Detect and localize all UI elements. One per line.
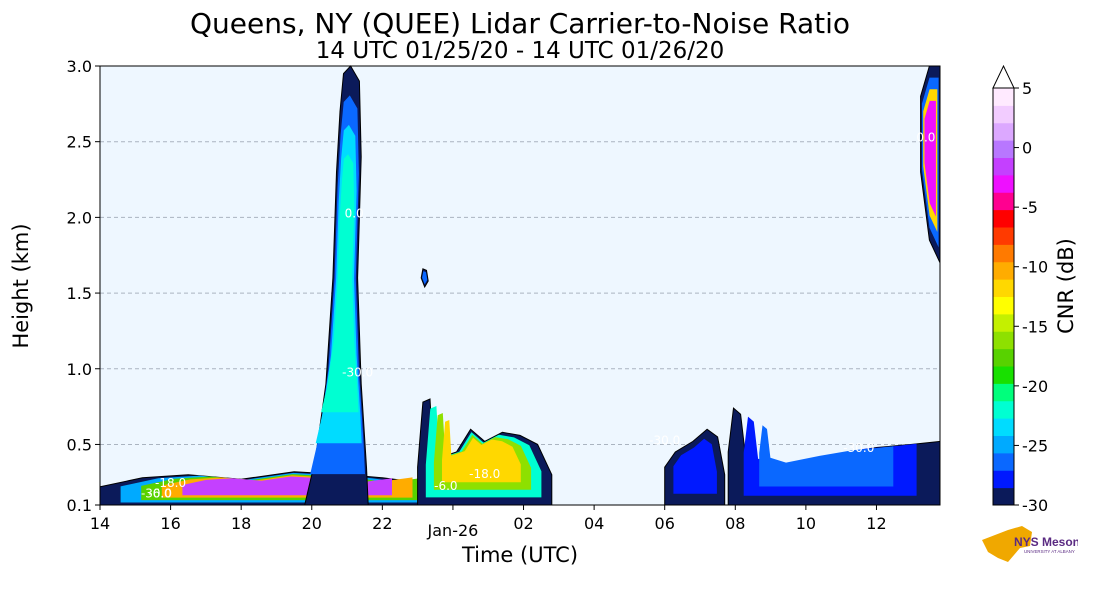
x-tick-label: 14 xyxy=(90,514,110,533)
colorbar-swatch xyxy=(993,331,1014,350)
colorbar-swatch xyxy=(993,192,1014,211)
x-tick-label: 02 xyxy=(513,514,533,533)
y-tick-label: 3.0 xyxy=(67,57,92,76)
colorbar-frame xyxy=(992,87,1015,506)
cnr-region-blob xyxy=(422,271,428,285)
x-tick-label: 16 xyxy=(160,514,180,533)
chart-subtitle: 14 UTC 01/25/20 - 14 UTC 01/26/20 xyxy=(316,38,725,64)
colorbar-swatch xyxy=(993,435,1014,454)
colorbar-swatch xyxy=(993,140,1014,158)
colorbar-swatch xyxy=(993,279,1014,297)
x-tick-label: 20 xyxy=(302,514,322,533)
contour-label: 0.0 xyxy=(345,206,364,220)
y-tick-label: 2.5 xyxy=(67,133,92,152)
cnr-region-upper-right xyxy=(924,100,936,217)
colorbar-swatch xyxy=(993,105,1014,124)
cnr-region-cloud-a xyxy=(442,420,521,483)
plot-frame xyxy=(99,65,941,506)
x-tick-label: 18 xyxy=(231,514,251,533)
colorbar-swatch xyxy=(993,313,1014,332)
logo-subtext: UNIVERSITY AT ALBANY xyxy=(1024,549,1075,554)
y-axis-label: Height (km) xyxy=(9,223,33,348)
colorbar-extend-arrow xyxy=(992,64,1015,89)
colorbar-swatch xyxy=(993,244,1014,263)
colorbar-tick-label: -20 xyxy=(1022,377,1048,396)
x-tick-label: Jan-26 xyxy=(427,521,479,540)
colorbar-label: CNR (dB) xyxy=(1054,238,1078,334)
colorbar-tick-label: -30 xyxy=(1022,496,1048,515)
x-tick-label: 06 xyxy=(655,514,675,533)
y-tick-label: 1.5 xyxy=(67,284,92,303)
x-tick-label: 10 xyxy=(796,514,816,533)
contour-label: -30.0 xyxy=(649,433,680,447)
colorbar-tick-label: 5 xyxy=(1022,79,1032,98)
x-tick-label: 22 xyxy=(372,514,392,533)
colorbar-swatch xyxy=(993,452,1014,471)
x-tick-label: 08 xyxy=(725,514,745,533)
plot-area: -30.0-18.0-6.00.0-30.0-30.0-30.0-18.0-6.… xyxy=(67,57,941,540)
colorbar-swatch xyxy=(993,296,1014,315)
x-tick-label: 04 xyxy=(584,514,604,533)
colorbar-tick-label: -5 xyxy=(1022,198,1038,217)
colorbar-swatch xyxy=(993,470,1014,489)
contour-label: -18.0 xyxy=(155,476,186,490)
colorbar-swatch xyxy=(993,157,1014,176)
contour-label: -6.0 xyxy=(434,479,457,493)
y-tick-label: 0.1 xyxy=(67,496,92,515)
contour-label: -30.0 xyxy=(342,365,373,379)
contour-label: -18.0 xyxy=(469,467,500,481)
y-tick-label: 2.0 xyxy=(67,208,92,227)
contour-label: 0.0 xyxy=(916,131,935,145)
colorbar-swatch xyxy=(993,383,1014,402)
logo-text: NYS Mesonet xyxy=(1014,535,1078,549)
x-axis-label: Time (UTC) xyxy=(461,543,578,567)
y-tick-label: 1.0 xyxy=(67,360,92,379)
colorbar-swatch xyxy=(993,418,1014,436)
colorbar-swatch xyxy=(993,348,1014,367)
colorbar-swatch xyxy=(993,366,1014,384)
plot-background xyxy=(100,66,940,505)
colorbar-tick-label: -10 xyxy=(1022,258,1048,277)
colorbar-swatch xyxy=(993,122,1014,141)
chart-title: Queens, NY (QUEE) Lidar Carrier-to-Noise… xyxy=(190,7,850,40)
colorbar-swatch xyxy=(993,88,1014,106)
nys-mesonet-logo: NYS Mesonet UNIVERSITY AT ALBANY xyxy=(982,526,1078,562)
colorbar-tick-label: 0 xyxy=(1022,139,1032,158)
colorbar-swatch xyxy=(993,174,1014,193)
cnr-region-col-08 xyxy=(759,425,894,487)
contour-label: -6.0 xyxy=(148,486,171,500)
cnr-region-col-06 xyxy=(673,438,717,494)
colorbar-tick-label: -25 xyxy=(1022,436,1048,455)
colorbar-swatch xyxy=(993,209,1014,228)
cnr-region-plume xyxy=(321,154,359,413)
colorbar: 5 0 -5 -10 -15 -20 -25 -30 xyxy=(992,64,1048,515)
colorbar-tick-label: -15 xyxy=(1022,317,1048,336)
colorbar-swatch xyxy=(993,227,1014,245)
colorbar-swatch xyxy=(993,487,1014,506)
contour-label: -30.0 xyxy=(843,441,874,455)
colorbar-swatch xyxy=(993,261,1014,280)
y-tick-label: 0.5 xyxy=(67,435,92,454)
x-tick-label: 12 xyxy=(866,514,886,533)
colorbar-swatch xyxy=(993,400,1014,419)
contour-label: -30.0 xyxy=(141,486,172,500)
